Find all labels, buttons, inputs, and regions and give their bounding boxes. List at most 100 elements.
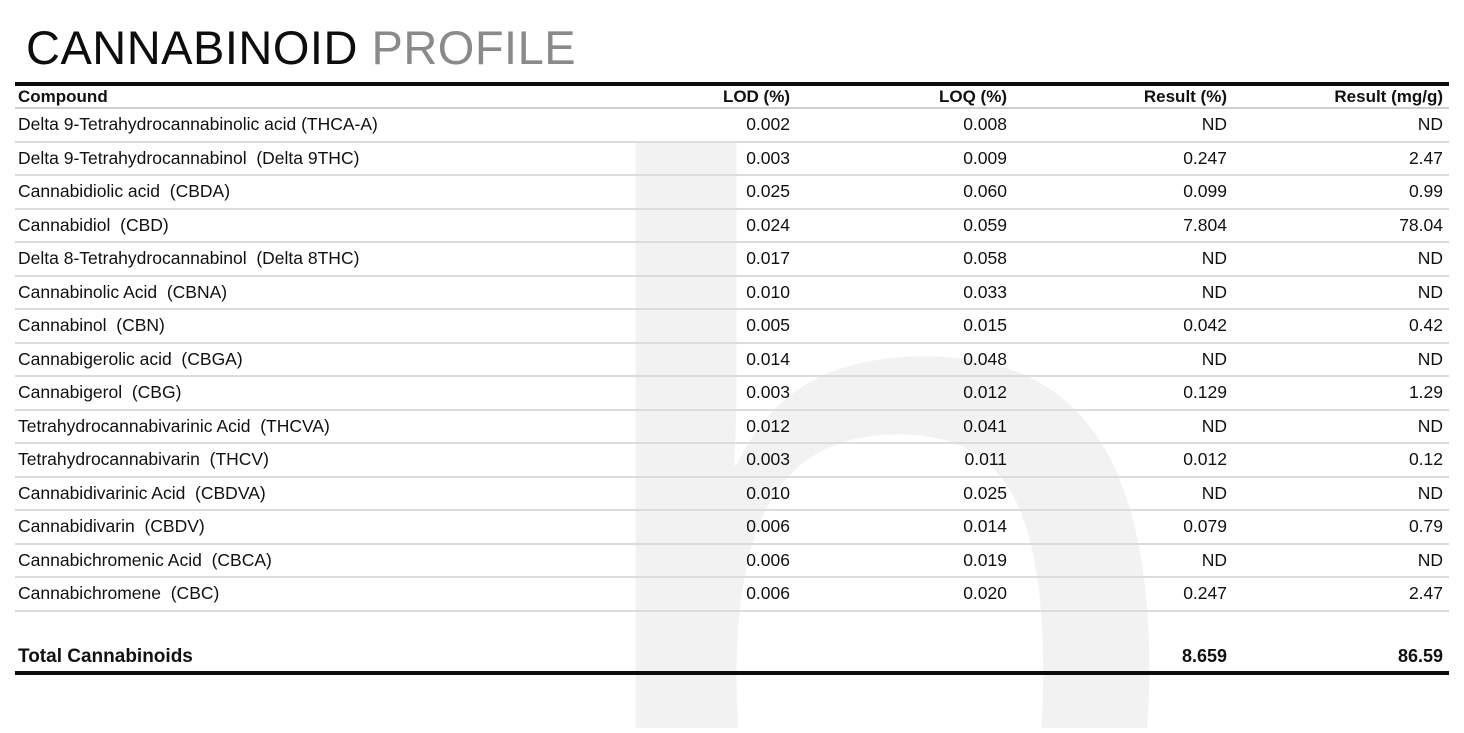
cell-compound: Delta 9-Tetrahydrocannabinolic acid (THC… <box>18 114 378 135</box>
table-row: Cannabigerolic acid (CBGA) 0.014 0.048 ND ND <box>15 344 1449 377</box>
cell-result-pct: 0.099 <box>1183 181 1227 202</box>
cell-compound: Cannabinol (CBN) <box>18 315 165 336</box>
cell-lod: 0.006 <box>746 516 790 537</box>
total-result-mgg: 86.59 <box>1397 646 1443 666</box>
cell-result-mgg: 0.42 <box>1408 315 1443 336</box>
cell-compound: Cannabidiol (CBD) <box>18 214 169 235</box>
results-table: Compound LOD (%) LOQ (%) Result (%) Resu… <box>15 82 1449 675</box>
title-primary: CANNABINOID <box>26 21 358 74</box>
cell-lod: 0.003 <box>746 382 790 403</box>
cell-result-pct: 0.042 <box>1183 315 1227 336</box>
page-title: CANNABINOID PROFILE <box>26 19 1449 82</box>
table-row: Cannabigerol (CBG) 0.003 0.012 0.129 1.29 <box>15 377 1449 411</box>
cell-result-mgg: 78.04 <box>1399 214 1443 235</box>
total-label: Total Cannabinoids <box>18 645 193 667</box>
table-header-row: Compound LOD (%) LOQ (%) Result (%) Resu… <box>15 82 1449 109</box>
cell-result-pct: 0.129 <box>1183 382 1227 403</box>
column-header-loq: LOQ (%) <box>939 86 1007 106</box>
cell-loq: 0.019 <box>963 549 1007 570</box>
cell-loq: 0.015 <box>963 315 1007 336</box>
cell-result-mgg: ND <box>1417 482 1443 503</box>
cell-result-pct: ND <box>1201 415 1227 436</box>
cell-compound: Cannabidivarinic Acid (CBDVA) <box>18 482 266 503</box>
cell-lod: 0.002 <box>746 114 790 135</box>
cell-compound: Cannabidiolic acid (CBDA) <box>18 181 231 202</box>
cell-compound: Cannabinolic Acid (CBNA) <box>18 281 228 302</box>
table-row: Cannabichromenic Acid (CBCA) 0.006 0.019 ND… <box>15 545 1449 578</box>
cell-result-pct: ND <box>1201 248 1227 269</box>
cell-lod: 0.005 <box>746 315 790 336</box>
cell-result-pct: ND <box>1201 348 1227 369</box>
cell-result-mgg: 0.12 <box>1408 449 1443 470</box>
cell-compound: Tetrahydrocannabivarin (THCV) <box>18 449 269 470</box>
table-row: Cannabidiolic acid (CBDA) 0.025 0.060 0.099… <box>15 176 1449 210</box>
cell-loq: 0.048 <box>963 348 1007 369</box>
cell-lod: 0.006 <box>746 583 790 604</box>
column-header-result-mgg: Result (mg/g) <box>1334 86 1443 106</box>
cell-result-mgg: ND <box>1417 415 1443 436</box>
cell-result-pct: ND <box>1201 281 1227 302</box>
cell-compound: Delta 8-Tetrahydrocannabinol (Delta 8THC… <box>18 248 360 269</box>
total-result-pct: 8.659 <box>1181 646 1227 666</box>
cell-loq: 0.014 <box>963 516 1007 537</box>
cell-result-mgg: ND <box>1417 281 1443 302</box>
table-row: Cannabidiol (CBD) 0.024 0.059 7.804 78.04 <box>15 210 1449 243</box>
cell-result-mgg: 0.79 <box>1408 516 1443 537</box>
table-row: Cannabinolic Acid (CBNA) 0.010 0.033 ND ND <box>15 277 1449 310</box>
cell-result-pct: ND <box>1201 482 1227 503</box>
cell-compound: Cannabidivarin (CBDV) <box>18 516 205 537</box>
cell-lod: 0.025 <box>746 181 790 202</box>
table-body: Delta 9-Tetrahydrocannabinolic acid (THC… <box>15 109 1449 612</box>
cell-result-pct: 7.804 <box>1183 214 1227 235</box>
cell-lod: 0.006 <box>746 549 790 570</box>
cell-compound: Cannabigerolic acid (CBGA) <box>18 348 243 369</box>
cell-result-mgg: 1.29 <box>1408 382 1443 403</box>
cell-result-pct: 0.012 <box>1183 449 1227 470</box>
cell-loq: 0.008 <box>963 114 1007 135</box>
table-row: Delta 9-Tetrahydrocannabinolic acid (THC… <box>15 109 1449 143</box>
table-row: Cannabinol (CBN) 0.005 0.015 0.042 0.42 <box>15 310 1449 344</box>
cell-compound: Delta 9-Tetrahydrocannabinol (Delta 9THC… <box>18 147 360 168</box>
cell-loq: 0.059 <box>963 214 1007 235</box>
cell-loq: 0.012 <box>963 382 1007 403</box>
cell-lod: 0.012 <box>746 415 790 436</box>
cell-compound: Tetrahydrocannabivarinic Acid (THCVA) <box>18 415 330 436</box>
column-header-result-pct: Result (%) <box>1143 86 1227 106</box>
cell-loq: 0.009 <box>963 147 1007 168</box>
cell-result-pct: ND <box>1201 549 1227 570</box>
cell-result-pct: 0.247 <box>1183 583 1227 604</box>
cell-result-mgg: 2.47 <box>1408 147 1443 168</box>
table-row: Delta 9-Tetrahydrocannabinol (Delta 9THC… <box>15 143 1449 176</box>
cell-compound: Cannabigerol (CBG) <box>18 382 182 403</box>
cell-loq: 0.058 <box>963 248 1007 269</box>
table-row: Tetrahydrocannabivarin (THCV) 0.003 0.011 0… <box>15 444 1449 478</box>
cell-result-mgg: ND <box>1417 549 1443 570</box>
cell-loq: 0.025 <box>963 482 1007 503</box>
table-row: Cannabidivarinic Acid (CBDVA) 0.010 0.025 N… <box>15 478 1449 511</box>
cell-result-mgg: 2.47 <box>1408 583 1443 604</box>
cell-compound: Cannabichromene (CBC) <box>18 583 220 604</box>
total-row: Total Cannabinoids 8.659 86.59 <box>15 643 1449 675</box>
cell-result-mgg: ND <box>1417 348 1443 369</box>
cell-lod: 0.003 <box>746 147 790 168</box>
cell-loq: 0.041 <box>963 415 1007 436</box>
cell-result-pct: 0.079 <box>1183 516 1227 537</box>
cell-lod: 0.010 <box>746 281 790 302</box>
cell-compound: Cannabichromenic Acid (CBCA) <box>18 549 272 570</box>
table-row: Cannabichromene (CBC) 0.006 0.020 0.247 2.47 <box>15 578 1449 612</box>
table-row: Cannabidivarin (CBDV) 0.006 0.014 0.079 0.79 <box>15 511 1449 545</box>
cell-lod: 0.003 <box>746 449 790 470</box>
table-row: Tetrahydrocannabivarinic Acid (THCVA) 0.0… <box>15 411 1449 444</box>
cell-loq: 0.020 <box>963 583 1007 604</box>
table-row: Delta 8-Tetrahydrocannabinol (Delta 8THC… <box>15 243 1449 277</box>
cell-result-mgg: 0.99 <box>1408 181 1443 202</box>
cell-result-mgg: ND <box>1417 248 1443 269</box>
cell-result-mgg: ND <box>1417 114 1443 135</box>
title-secondary: PROFILE <box>371 21 577 74</box>
cell-loq: 0.033 <box>963 281 1007 302</box>
cell-lod: 0.010 <box>746 482 790 503</box>
cell-lod: 0.024 <box>746 214 790 235</box>
column-header-compound: Compound <box>18 86 108 106</box>
column-header-lod: LOD (%) <box>722 86 790 106</box>
